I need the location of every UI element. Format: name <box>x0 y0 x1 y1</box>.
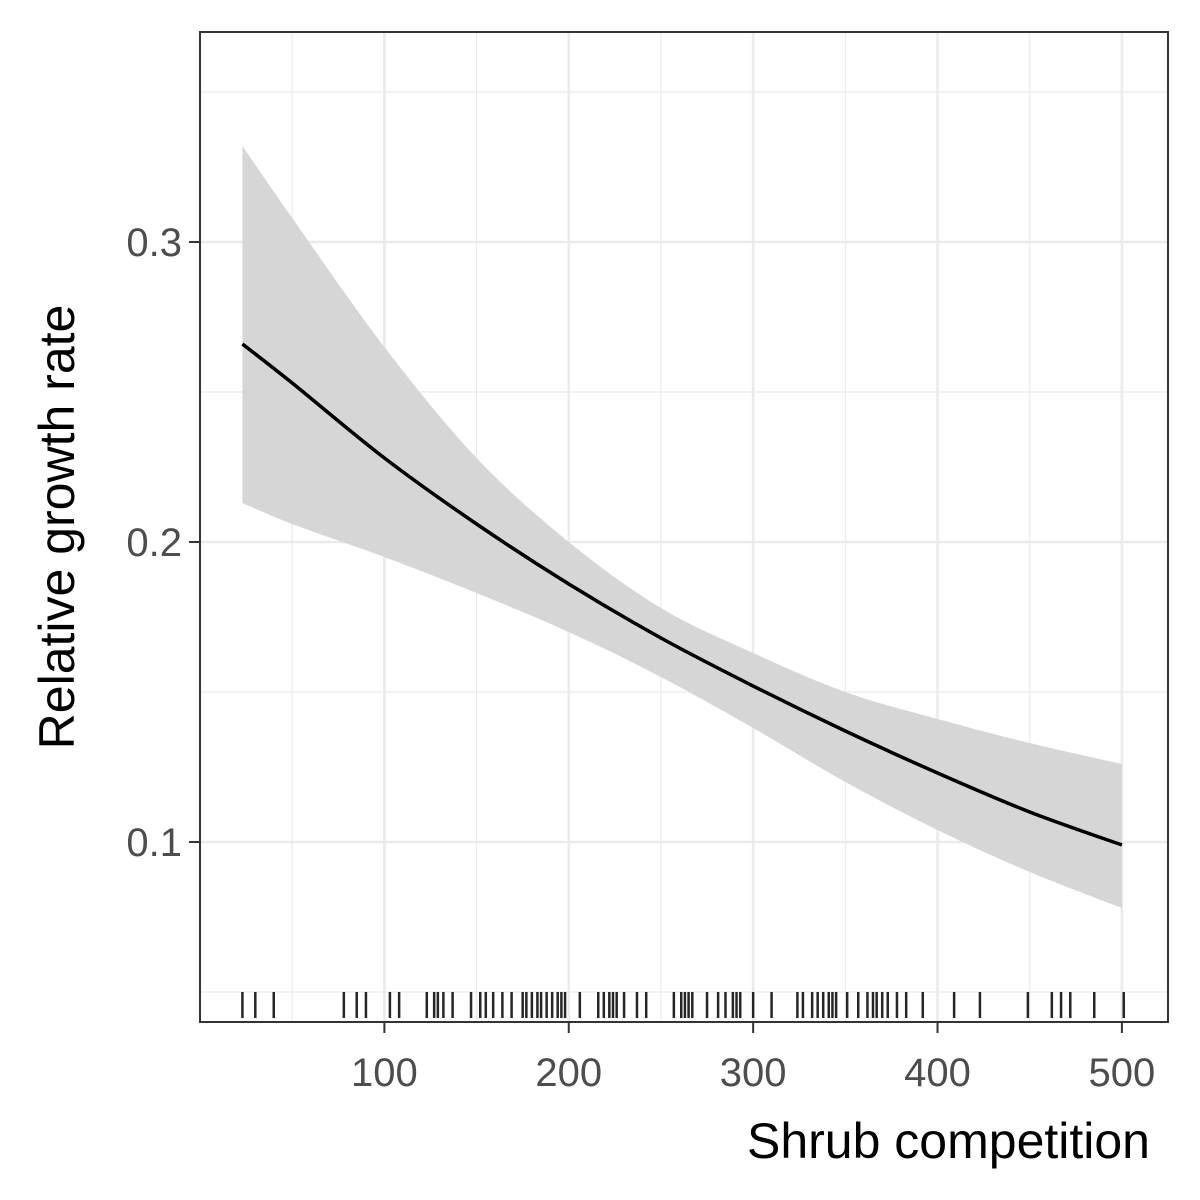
x-axis-title: Shrub competition <box>747 1113 1150 1169</box>
x-axis-ticks: 100 200 300 400 500 <box>351 1022 1155 1095</box>
x-tick-label: 500 <box>1089 1051 1156 1095</box>
x-tick-label: 300 <box>720 1051 787 1095</box>
y-tick-label: 0.2 <box>126 521 182 565</box>
rug-ticks <box>241 992 1125 1018</box>
x-tick-label: 200 <box>535 1051 602 1095</box>
y-tick-label: 0.3 <box>126 221 182 265</box>
panel-border <box>199 31 1169 1023</box>
fitted-line <box>241 342 1123 847</box>
x-tick-label: 400 <box>904 1051 971 1095</box>
y-tick-label: 0.1 <box>126 821 182 865</box>
confidence-ribbon <box>242 146 1122 908</box>
y-axis-ticks: 0.1 0.2 0.3 <box>126 221 200 865</box>
x-tick-label: 100 <box>351 1051 418 1095</box>
y-axis-title: Relative growth rate <box>29 305 85 750</box>
